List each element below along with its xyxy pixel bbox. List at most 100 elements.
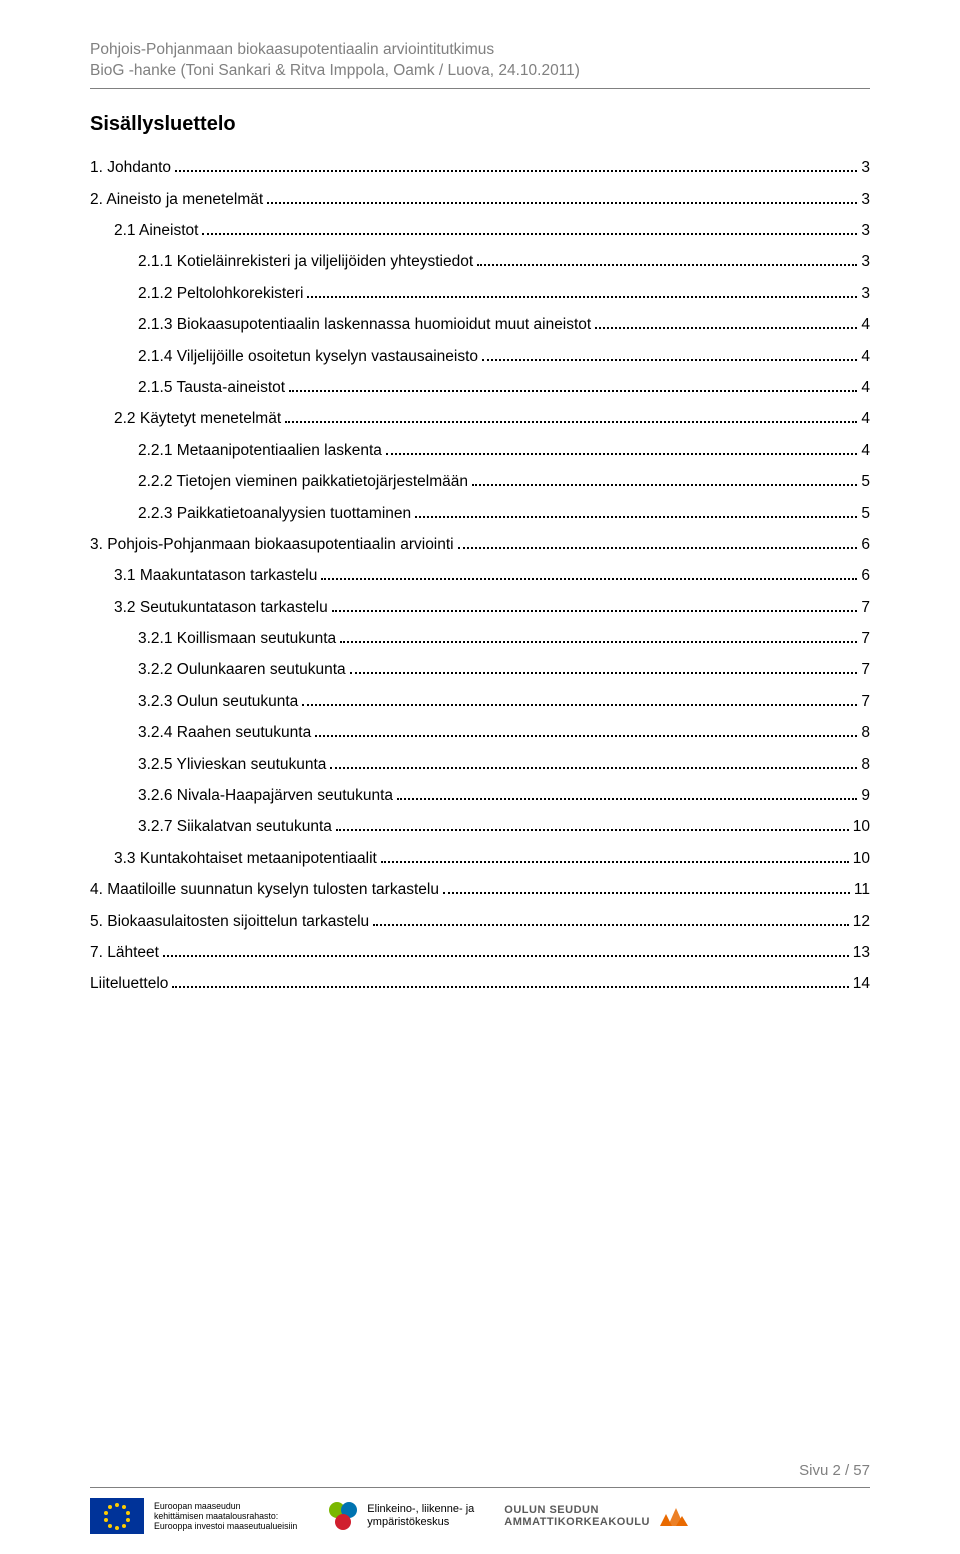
ely-logo: Elinkeino-, liikenne- ja ympäristökeskus — [327, 1500, 474, 1532]
toc-leader-dots — [472, 472, 857, 486]
toc-leader-dots — [285, 409, 857, 423]
toc-leader-dots — [330, 754, 857, 768]
ely-text-line: Elinkeino-, liikenne- ja — [367, 1503, 474, 1516]
toc-entry-page: 4 — [861, 379, 870, 397]
page-title: Sisällysluettelo — [90, 113, 870, 136]
header-line-2: BioG -hanke (Toni Sankari & Ritva Imppol… — [90, 61, 870, 82]
toc-entry-page: 9 — [861, 787, 870, 805]
toc-entry-page: 4 — [861, 442, 870, 460]
toc-entry-label: 3. Pohjois-Pohjanmaan biokaasupotentiaal… — [90, 536, 454, 554]
toc-entry-label: 4. Maatiloille suunnatun kyselyn tuloste… — [90, 881, 439, 899]
toc-entry-label: 3.2.3 Oulun seutukunta — [138, 693, 298, 711]
toc-entry-label: 2.1.2 Peltolohkorekisteri — [138, 285, 303, 303]
page-number: Sivu 2 / 57 — [90, 1462, 870, 1479]
eu-flag-icon — [90, 1498, 144, 1534]
toc-entry-page: 6 — [861, 567, 870, 585]
eu-text-line: Euroopan maaseudun — [154, 1501, 297, 1511]
toc-entry-label: 3.2.4 Raahen seutukunta — [138, 724, 311, 742]
page: Pohjois-Pohjanmaan biokaasupotentiaalin … — [0, 0, 960, 1554]
toc-entry-page: 5 — [861, 473, 870, 491]
toc-leader-dots — [163, 943, 849, 957]
toc-entry-label: 3.3 Kuntakohtaiset metaanipotentiaalit — [114, 850, 377, 868]
toc-entry-label: 2.2 Käytetyt menetelmät — [114, 410, 281, 428]
eu-logo: Euroopan maaseudun kehittämisen maatalou… — [90, 1498, 297, 1534]
toc-entry: 2.1.5 Tausta-aineistot 4 — [90, 378, 870, 397]
toc-leader-dots — [482, 346, 857, 360]
eu-logo-text: Euroopan maaseudun kehittämisen maatalou… — [154, 1501, 297, 1531]
toc-leader-dots — [458, 535, 858, 549]
toc-entry-label: 1. Johdanto — [90, 159, 171, 177]
oamk-text-line: AMMATTIKORKEAKOULU — [504, 1516, 650, 1528]
toc-entry-page: 8 — [861, 756, 870, 774]
toc-entry-page: 12 — [853, 913, 870, 931]
toc-leader-dots — [332, 597, 858, 611]
toc-entry: 2.2.1 Metaanipotentiaalien laskenta 4 — [90, 440, 870, 459]
toc-entry-label: Liiteluettelo — [90, 975, 168, 993]
toc-entry-label: 5. Biokaasulaitosten sijoittelun tarkast… — [90, 913, 369, 931]
toc-entry-label: 2.1.4 Viljelijöille osoitetun kyselyn va… — [138, 348, 478, 366]
toc-entry-label: 2.2.3 Paikkatietoanalyysien tuottaminen — [138, 505, 411, 523]
toc-entry: 3.1 Maakuntatason tarkastelu 6 — [90, 566, 870, 585]
toc-leader-dots — [307, 283, 857, 297]
toc-entry: 1. Johdanto 3 — [90, 158, 870, 177]
toc-entry-page: 4 — [861, 316, 870, 334]
toc-entry: 3. Pohjois-Pohjanmaan biokaasupotentiaal… — [90, 535, 870, 554]
toc-leader-dots — [397, 786, 857, 800]
toc-entry: 3.2.7 Siikalatvan seutukunta 10 — [90, 817, 870, 836]
eu-text-line: kehittämisen maatalousrahasto: — [154, 1511, 297, 1521]
toc-leader-dots — [415, 503, 857, 517]
toc-entry-page: 7 — [861, 693, 870, 711]
toc-entry-label: 3.1 Maakuntatason tarkastelu — [114, 567, 317, 585]
toc-entry-page: 3 — [861, 253, 870, 271]
toc-entry: 3.2.6 Nivala-Haapajärven seutukunta 9 — [90, 786, 870, 805]
toc-entry-page: 6 — [861, 536, 870, 554]
toc-entry: 2.2.2 Tietojen vieminen paikkatietojärje… — [90, 472, 870, 491]
toc-leader-dots — [340, 629, 857, 643]
footer-divider — [90, 1487, 870, 1488]
header-line-1: Pohjois-Pohjanmaan biokaasupotentiaalin … — [90, 40, 870, 61]
toc-leader-dots — [172, 974, 848, 988]
toc-entry-label: 2.1.3 Biokaasupotentiaalin laskennassa h… — [138, 316, 591, 334]
toc-entry-page: 10 — [853, 850, 870, 868]
toc-entry: 2.1.1 Kotieläinrekisteri ja viljelijöide… — [90, 252, 870, 271]
toc-leader-dots — [443, 880, 850, 894]
toc-entry-label: 3.2.6 Nivala-Haapajärven seutukunta — [138, 787, 393, 805]
toc-leader-dots — [477, 252, 857, 266]
toc-entry-page: 7 — [861, 630, 870, 648]
toc-leader-dots — [302, 691, 857, 705]
oamk-mark-icon — [658, 1504, 690, 1528]
toc-leader-dots — [175, 158, 857, 172]
toc-entry: 3.2.1 Koillismaan seutukunta 7 — [90, 629, 870, 648]
toc-entry-page: 8 — [861, 724, 870, 742]
toc-leader-dots — [373, 911, 849, 925]
toc-entry-label: 3.2 Seutukuntatason tarkastelu — [114, 599, 328, 617]
toc-entry-page: 3 — [861, 222, 870, 240]
toc-leader-dots — [315, 723, 857, 737]
toc-entry: 2.1 Aineistot 3 — [90, 221, 870, 240]
toc-entry-label: 3.2.1 Koillismaan seutukunta — [138, 630, 336, 648]
footer-logos: Euroopan maaseudun kehittämisen maatalou… — [90, 1498, 690, 1534]
toc-entry-page: 3 — [861, 159, 870, 177]
toc-entry-page: 5 — [861, 505, 870, 523]
toc-entry: 3.2 Seutukuntatason tarkastelu 7 — [90, 597, 870, 616]
toc-leader-dots — [267, 189, 857, 203]
ely-mark-icon — [327, 1500, 359, 1532]
toc-entry-label: 2.1.1 Kotieläinrekisteri ja viljelijöide… — [138, 253, 473, 271]
toc-entry: 5. Biokaasulaitosten sijoittelun tarkast… — [90, 911, 870, 930]
toc-entry-label: 2. Aineisto ja menetelmät — [90, 191, 263, 209]
running-header: Pohjois-Pohjanmaan biokaasupotentiaalin … — [90, 40, 870, 82]
toc-entry-label: 3.2.2 Oulunkaaren seutukunta — [138, 661, 346, 679]
header-divider — [90, 88, 870, 89]
toc-leader-dots — [386, 440, 858, 454]
toc-entry-page: 13 — [853, 944, 870, 962]
toc-entry-page: 3 — [861, 191, 870, 209]
toc-entry: 2.1.2 Peltolohkorekisteri 3 — [90, 283, 870, 302]
toc-leader-dots — [321, 566, 857, 580]
toc-entry: 3.2.2 Oulunkaaren seutukunta 7 — [90, 660, 870, 679]
oamk-text-line: OULUN SEUDUN — [504, 1504, 650, 1516]
toc-entry-page: 14 — [853, 975, 870, 993]
toc-entry-label: 3.2.5 Ylivieskan seutukunta — [138, 756, 326, 774]
page-footer: Sivu 2 / 57 — [0, 1462, 960, 1534]
toc-entry: Liiteluettelo 14 — [90, 974, 870, 993]
table-of-contents: 1. Johdanto 3 2. Aineisto ja menetelmät 3… — [90, 158, 870, 994]
